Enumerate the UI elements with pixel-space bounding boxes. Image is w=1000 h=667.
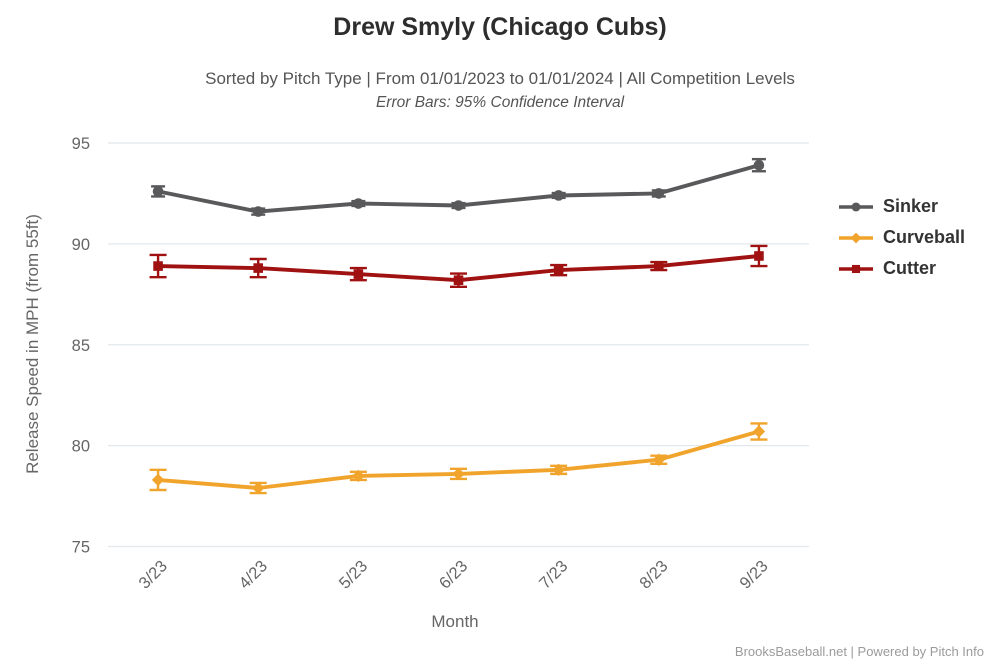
cutter-point-9/23[interactable] [754, 251, 764, 261]
sinker-point-3/23[interactable] [152, 186, 164, 197]
legend: Sinker Curveball Cutter [838, 191, 965, 284]
cutter-point-7/23[interactable] [553, 265, 564, 275]
x-tick-6/23: 6/23 [436, 557, 471, 592]
cutter-point-5/23[interactable] [353, 269, 364, 279]
cutter-point-8/23[interactable] [653, 261, 664, 271]
y-tick-75: 75 [72, 539, 90, 557]
curveball-point-3/23[interactable] [151, 473, 165, 487]
x-tick-7/23: 7/23 [536, 557, 571, 592]
legend-item-curveball[interactable]: Curveball [838, 222, 965, 253]
sinker-point-9/23[interactable] [753, 159, 765, 171]
diamond-marker-icon [839, 232, 873, 243]
circle-marker-icon [839, 202, 873, 211]
series-curveball [149, 422, 768, 495]
x-axis-title: Month [431, 612, 479, 631]
square-marker-icon [839, 264, 873, 273]
legend-label-sinker: Sinker [883, 196, 939, 216]
cutter-point-4/23[interactable] [253, 263, 264, 273]
legend-label-curveball: Curveball [883, 227, 966, 247]
y-tick-90: 90 [72, 236, 90, 254]
sinker-point-6/23[interactable] [453, 200, 464, 211]
chart-title: Drew Smyly (Chicago Cubs) [333, 13, 667, 41]
curveball-point-9/23[interactable] [752, 425, 766, 438]
x-tick-9/23: 9/23 [736, 557, 771, 592]
x-tick-3/23: 3/23 [135, 557, 170, 592]
y-tick-85: 85 [72, 337, 90, 355]
curveball-point-8/23[interactable] [652, 453, 665, 466]
y-tick-95: 95 [72, 135, 90, 153]
curveball-point-4/23[interactable] [252, 481, 265, 495]
cutter-point-3/23[interactable] [153, 261, 163, 271]
x-tick-4/23: 4/23 [236, 557, 271, 592]
legend-item-sinker[interactable]: Sinker [838, 191, 965, 222]
x-tick-5/23: 5/23 [336, 557, 371, 592]
curveball-point-7/23[interactable] [552, 463, 565, 477]
legend-item-cutter[interactable]: Cutter [838, 253, 965, 284]
error-bars-note: Error Bars: 95% Confidence Interval [375, 94, 625, 111]
series-sinker [151, 157, 766, 217]
curveball-point-5/23[interactable] [352, 469, 365, 483]
sinker-point-7/23[interactable] [553, 190, 564, 201]
credits-text: BrooksBaseball.net | Powered by Pitch In… [734, 644, 984, 659]
curveball-point-6/23[interactable] [452, 467, 465, 481]
sinker-point-5/23[interactable] [353, 198, 364, 209]
cutter-point-6/23[interactable] [453, 275, 464, 285]
legend-label-cutter: Cutter [883, 258, 936, 278]
y-tick-80: 80 [72, 438, 90, 456]
chart-subtitle: Sorted by Pitch Type | From 01/01/2023 t… [205, 69, 795, 88]
sinker-point-4/23[interactable] [252, 206, 264, 217]
x-tick-8/23: 8/23 [636, 557, 671, 592]
series-cutter [149, 244, 768, 289]
y-axis-title: Release Speed in MPH (from 55ft) [23, 214, 42, 474]
sinker-point-8/23[interactable] [653, 188, 665, 199]
